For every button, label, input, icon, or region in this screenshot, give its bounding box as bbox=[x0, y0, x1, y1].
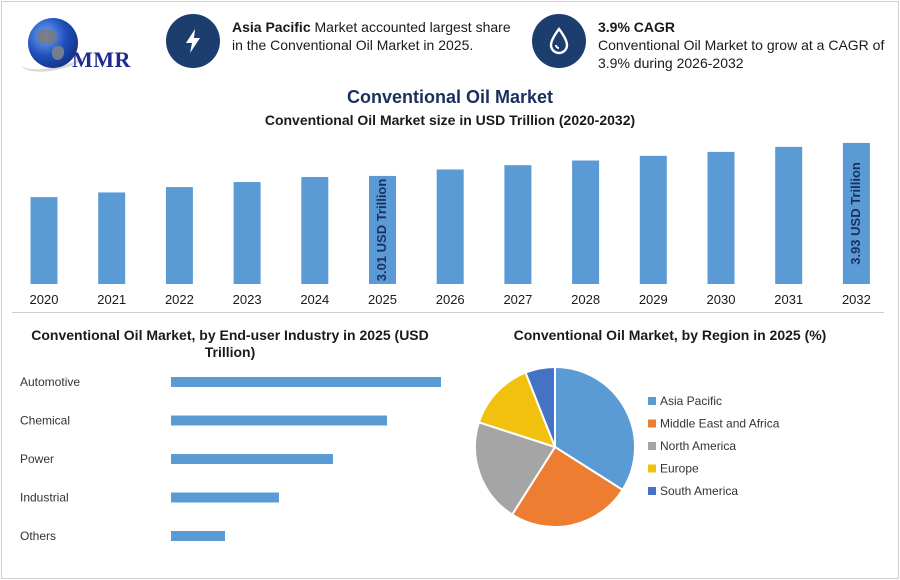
bar-2022 bbox=[165, 187, 193, 284]
x-tick-2023: 2023 bbox=[233, 292, 262, 307]
x-tick-2020: 2020 bbox=[30, 292, 59, 307]
industry-chart-title: Conventional Oil Market, by End-user Ind… bbox=[31, 327, 429, 360]
info-card-region-text: Asia Pacific Market accounted largest sh… bbox=[232, 18, 522, 54]
x-tick-2030: 2030 bbox=[707, 292, 736, 307]
hbar-others bbox=[171, 531, 225, 541]
bar-2025 bbox=[369, 175, 396, 284]
x-tick-2024: 2024 bbox=[300, 292, 329, 307]
bar-chart-title: Conventional Oil Market size in USD Tril… bbox=[264, 112, 636, 128]
logo-text: MMR bbox=[72, 47, 131, 72]
bar-2031 bbox=[775, 146, 803, 284]
category-label-automotive: Automotive bbox=[20, 375, 80, 389]
x-tick-2031: 2031 bbox=[774, 292, 803, 307]
pie-slice-middle-east-and-africa bbox=[510, 445, 624, 528]
legend-label-asia-pacific: Asia Pacific bbox=[660, 394, 722, 408]
x-tick-2021: 2021 bbox=[97, 292, 126, 307]
legend-label-south-america: South America bbox=[660, 484, 738, 498]
globe-icon bbox=[28, 18, 78, 68]
x-tick-2032: 2032 bbox=[842, 292, 871, 307]
lightning-icon bbox=[166, 14, 220, 68]
legend-swatch-asia-pacific bbox=[648, 397, 656, 405]
category-label-others: Others bbox=[20, 529, 56, 543]
mmr-logo: MMR bbox=[16, 14, 141, 78]
bar-2030 bbox=[707, 151, 735, 284]
bar-2029 bbox=[639, 155, 667, 284]
legend-swatch-north-america bbox=[648, 442, 656, 450]
bar-2026 bbox=[436, 169, 464, 284]
legend-label-middle-east-and-africa: Middle East and Africa bbox=[660, 417, 780, 431]
info-card-region-body: Market accounted largest share in the Co… bbox=[232, 19, 511, 53]
main-title: Conventional Oil Market bbox=[346, 87, 554, 107]
hbar-power bbox=[171, 454, 333, 464]
bar-2032 bbox=[842, 142, 870, 284]
pie-slice-south-america bbox=[524, 365, 556, 448]
region-chart-title: Conventional Oil Market, by Region in 20… bbox=[513, 327, 827, 343]
bar-2021 bbox=[98, 192, 126, 284]
bar-2023 bbox=[233, 182, 261, 284]
legend-label-north-america: North America bbox=[660, 439, 736, 453]
legend-swatch-europe bbox=[648, 464, 656, 473]
bar-2020 bbox=[30, 197, 58, 284]
x-tick-2025: 2025 bbox=[368, 292, 397, 307]
bar-2027 bbox=[504, 165, 532, 284]
category-label-industrial: Industrial bbox=[20, 491, 69, 505]
x-tick-2027: 2027 bbox=[503, 292, 532, 307]
hbar-chemical bbox=[171, 415, 387, 426]
bar-2024 bbox=[301, 177, 329, 284]
legend-swatch-south-america bbox=[648, 487, 656, 495]
legend-swatch-middle-east-and-africa bbox=[648, 419, 656, 428]
hbar-automotive bbox=[171, 377, 441, 387]
category-label-chemical: Chemical bbox=[20, 414, 70, 428]
category-label-power: Power bbox=[20, 452, 54, 466]
pie-slice-north-america bbox=[474, 421, 557, 516]
bar-2028 bbox=[572, 160, 600, 284]
info-card-cagr-bold: 3.9% CAGR bbox=[598, 19, 676, 35]
info-card-region-bold: Asia Pacific bbox=[232, 19, 311, 35]
x-tick-2026: 2026 bbox=[436, 292, 465, 307]
data-label-2025: 3.01 USD Trillion bbox=[374, 179, 389, 282]
info-card-cagr-body: Conventional Oil Market to grow at a CAG… bbox=[598, 37, 885, 71]
data-label-2032: 3.93 USD Trillion bbox=[848, 162, 863, 265]
legend-label-europe: Europe bbox=[660, 462, 699, 476]
x-tick-2029: 2029 bbox=[639, 292, 668, 307]
hbar-industrial bbox=[171, 492, 279, 503]
oil-drop-icon bbox=[532, 14, 586, 68]
info-card-cagr-text: 3.9% CAGR Conventional Oil Market to grow… bbox=[598, 18, 888, 72]
x-tick-2028: 2028 bbox=[571, 292, 600, 307]
section-divider bbox=[12, 312, 884, 313]
pie-slice-europe bbox=[477, 371, 557, 449]
x-tick-2022: 2022 bbox=[165, 292, 194, 307]
